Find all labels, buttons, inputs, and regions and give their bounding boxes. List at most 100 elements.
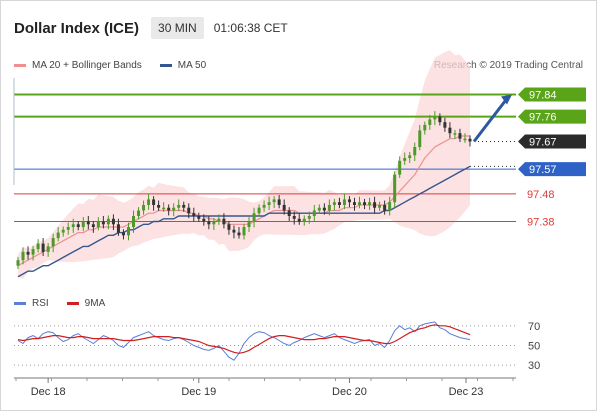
candle-body-62: [327, 204, 331, 211]
candle-body-28: [157, 204, 161, 208]
candle-body-82: [428, 119, 432, 125]
candle-body-0: [16, 260, 20, 266]
x-tick-label-3: Dec 23: [449, 386, 484, 398]
rsi-line: [17, 321, 471, 361]
candle-body-6: [46, 246, 50, 252]
rsi-swatch-icon: [14, 302, 26, 305]
candle-body-60: [317, 207, 321, 211]
candle-body-63: [332, 202, 336, 205]
projection-arrow-shaft: [472, 97, 509, 143]
candle-body-79: [413, 147, 417, 156]
price-legend: MA 20 + Bollinger Bands MA 50: [14, 60, 224, 71]
candle-body-4: [36, 243, 40, 250]
level-tag-3: [518, 162, 586, 177]
candle-body-32: [177, 204, 181, 208]
ma20-swatch-icon: [14, 64, 26, 67]
rsi-label: RSI: [32, 298, 49, 309]
candle-body-35: [192, 213, 196, 216]
candle-body-52: [277, 199, 281, 205]
candle-body-71: [373, 202, 377, 208]
rsi-tick-label-2: 30: [528, 360, 540, 372]
legend-item-rsi: RSI: [14, 298, 49, 309]
candle-body-53: [282, 204, 286, 211]
x-tick-label-2: Dec 20: [332, 386, 367, 398]
credit-text: Research © 2019 Trading Central: [433, 60, 583, 71]
candle-body-84: [438, 116, 442, 123]
candle-body-67: [352, 202, 356, 205]
ma50-swatch-icon: [159, 64, 172, 67]
candle-body-42: [227, 224, 231, 230]
candle-body-40: [217, 218, 221, 222]
level-label-2: 97.67: [529, 136, 557, 148]
candle-body-15: [91, 224, 95, 228]
candle-body-38: [207, 221, 211, 225]
ma20-label: MA 20 + Bollinger Bands: [32, 60, 142, 71]
candle-body-47: [252, 213, 256, 222]
level-tag-0: [518, 87, 586, 102]
candle-body-37: [202, 218, 206, 222]
candle-body-45: [242, 227, 246, 236]
candle-body-68: [358, 202, 362, 205]
candle-body-89: [463, 138, 467, 141]
candle-body-86: [448, 127, 452, 134]
candle-body-50: [267, 202, 271, 205]
level-label-0: 97.84: [529, 90, 557, 102]
candle-body-20: [116, 224, 120, 233]
candle-body-14: [86, 221, 90, 225]
rsi-legend: RSI 9MA: [14, 298, 123, 309]
candle-body-41: [222, 218, 226, 225]
candle-body-5: [41, 243, 45, 252]
candle-body-78: [408, 155, 412, 159]
candle-body-80: [418, 130, 422, 147]
candle-body-74: [388, 202, 392, 211]
candle-body-33: [182, 204, 186, 208]
candle-body-69: [363, 202, 367, 205]
candle-body-57: [302, 218, 306, 222]
level-label-1: 97.76: [529, 112, 557, 124]
candle-body-64: [337, 202, 341, 205]
candle-body-72: [378, 204, 382, 208]
candle-body-75: [393, 174, 397, 203]
chart-title: Dollar Index (ICE): [14, 19, 140, 37]
candle-body-1: [21, 251, 25, 261]
candle-body-2: [26, 251, 30, 255]
candle-body-39: [212, 221, 216, 225]
candle-body-73: [383, 204, 387, 211]
legend-item-ma50: MA 50: [159, 60, 206, 71]
candle-body-87: [453, 133, 457, 135]
candle-body-76: [398, 160, 402, 175]
candle-body-18: [106, 218, 110, 225]
candle-body-12: [76, 224, 80, 228]
candle-body-56: [297, 218, 301, 222]
candle-body-34: [187, 207, 191, 214]
candle-body-27: [152, 199, 156, 205]
9ma-swatch-icon: [66, 302, 79, 305]
candle-body-31: [172, 207, 176, 211]
candle-body-55: [292, 216, 296, 219]
candle-body-13: [81, 221, 85, 228]
candle-body-16: [96, 221, 100, 228]
bollinger-band: [18, 50, 470, 280]
candle-body-59: [312, 210, 316, 216]
candle-body-9: [61, 229, 65, 233]
candle-body-54: [287, 210, 291, 216]
x-tick-label-0: Dec 18: [31, 386, 66, 398]
level-label-4: 97.48: [527, 189, 555, 201]
candle-body-44: [237, 232, 241, 236]
candle-body-26: [147, 199, 151, 205]
candle-body-3: [31, 249, 35, 255]
level-label-5: 97.38: [527, 217, 555, 229]
rsi-9ma-line: [17, 324, 471, 354]
timeframe-badge[interactable]: 30 MIN: [151, 17, 204, 39]
candle-body-43: [232, 229, 236, 233]
candle-body-7: [51, 238, 55, 247]
candle-body-8: [56, 232, 60, 239]
legend-item-ma20: MA 20 + Bollinger Bands: [14, 60, 142, 71]
candle-body-58: [307, 216, 311, 219]
candle-body-65: [342, 199, 346, 205]
level-tag-2: [518, 134, 586, 149]
candle-body-19: [111, 218, 115, 225]
candle-body-23: [132, 216, 136, 228]
candle-body-61: [322, 207, 326, 211]
timestamp: 01:06:38 CET: [213, 21, 288, 35]
